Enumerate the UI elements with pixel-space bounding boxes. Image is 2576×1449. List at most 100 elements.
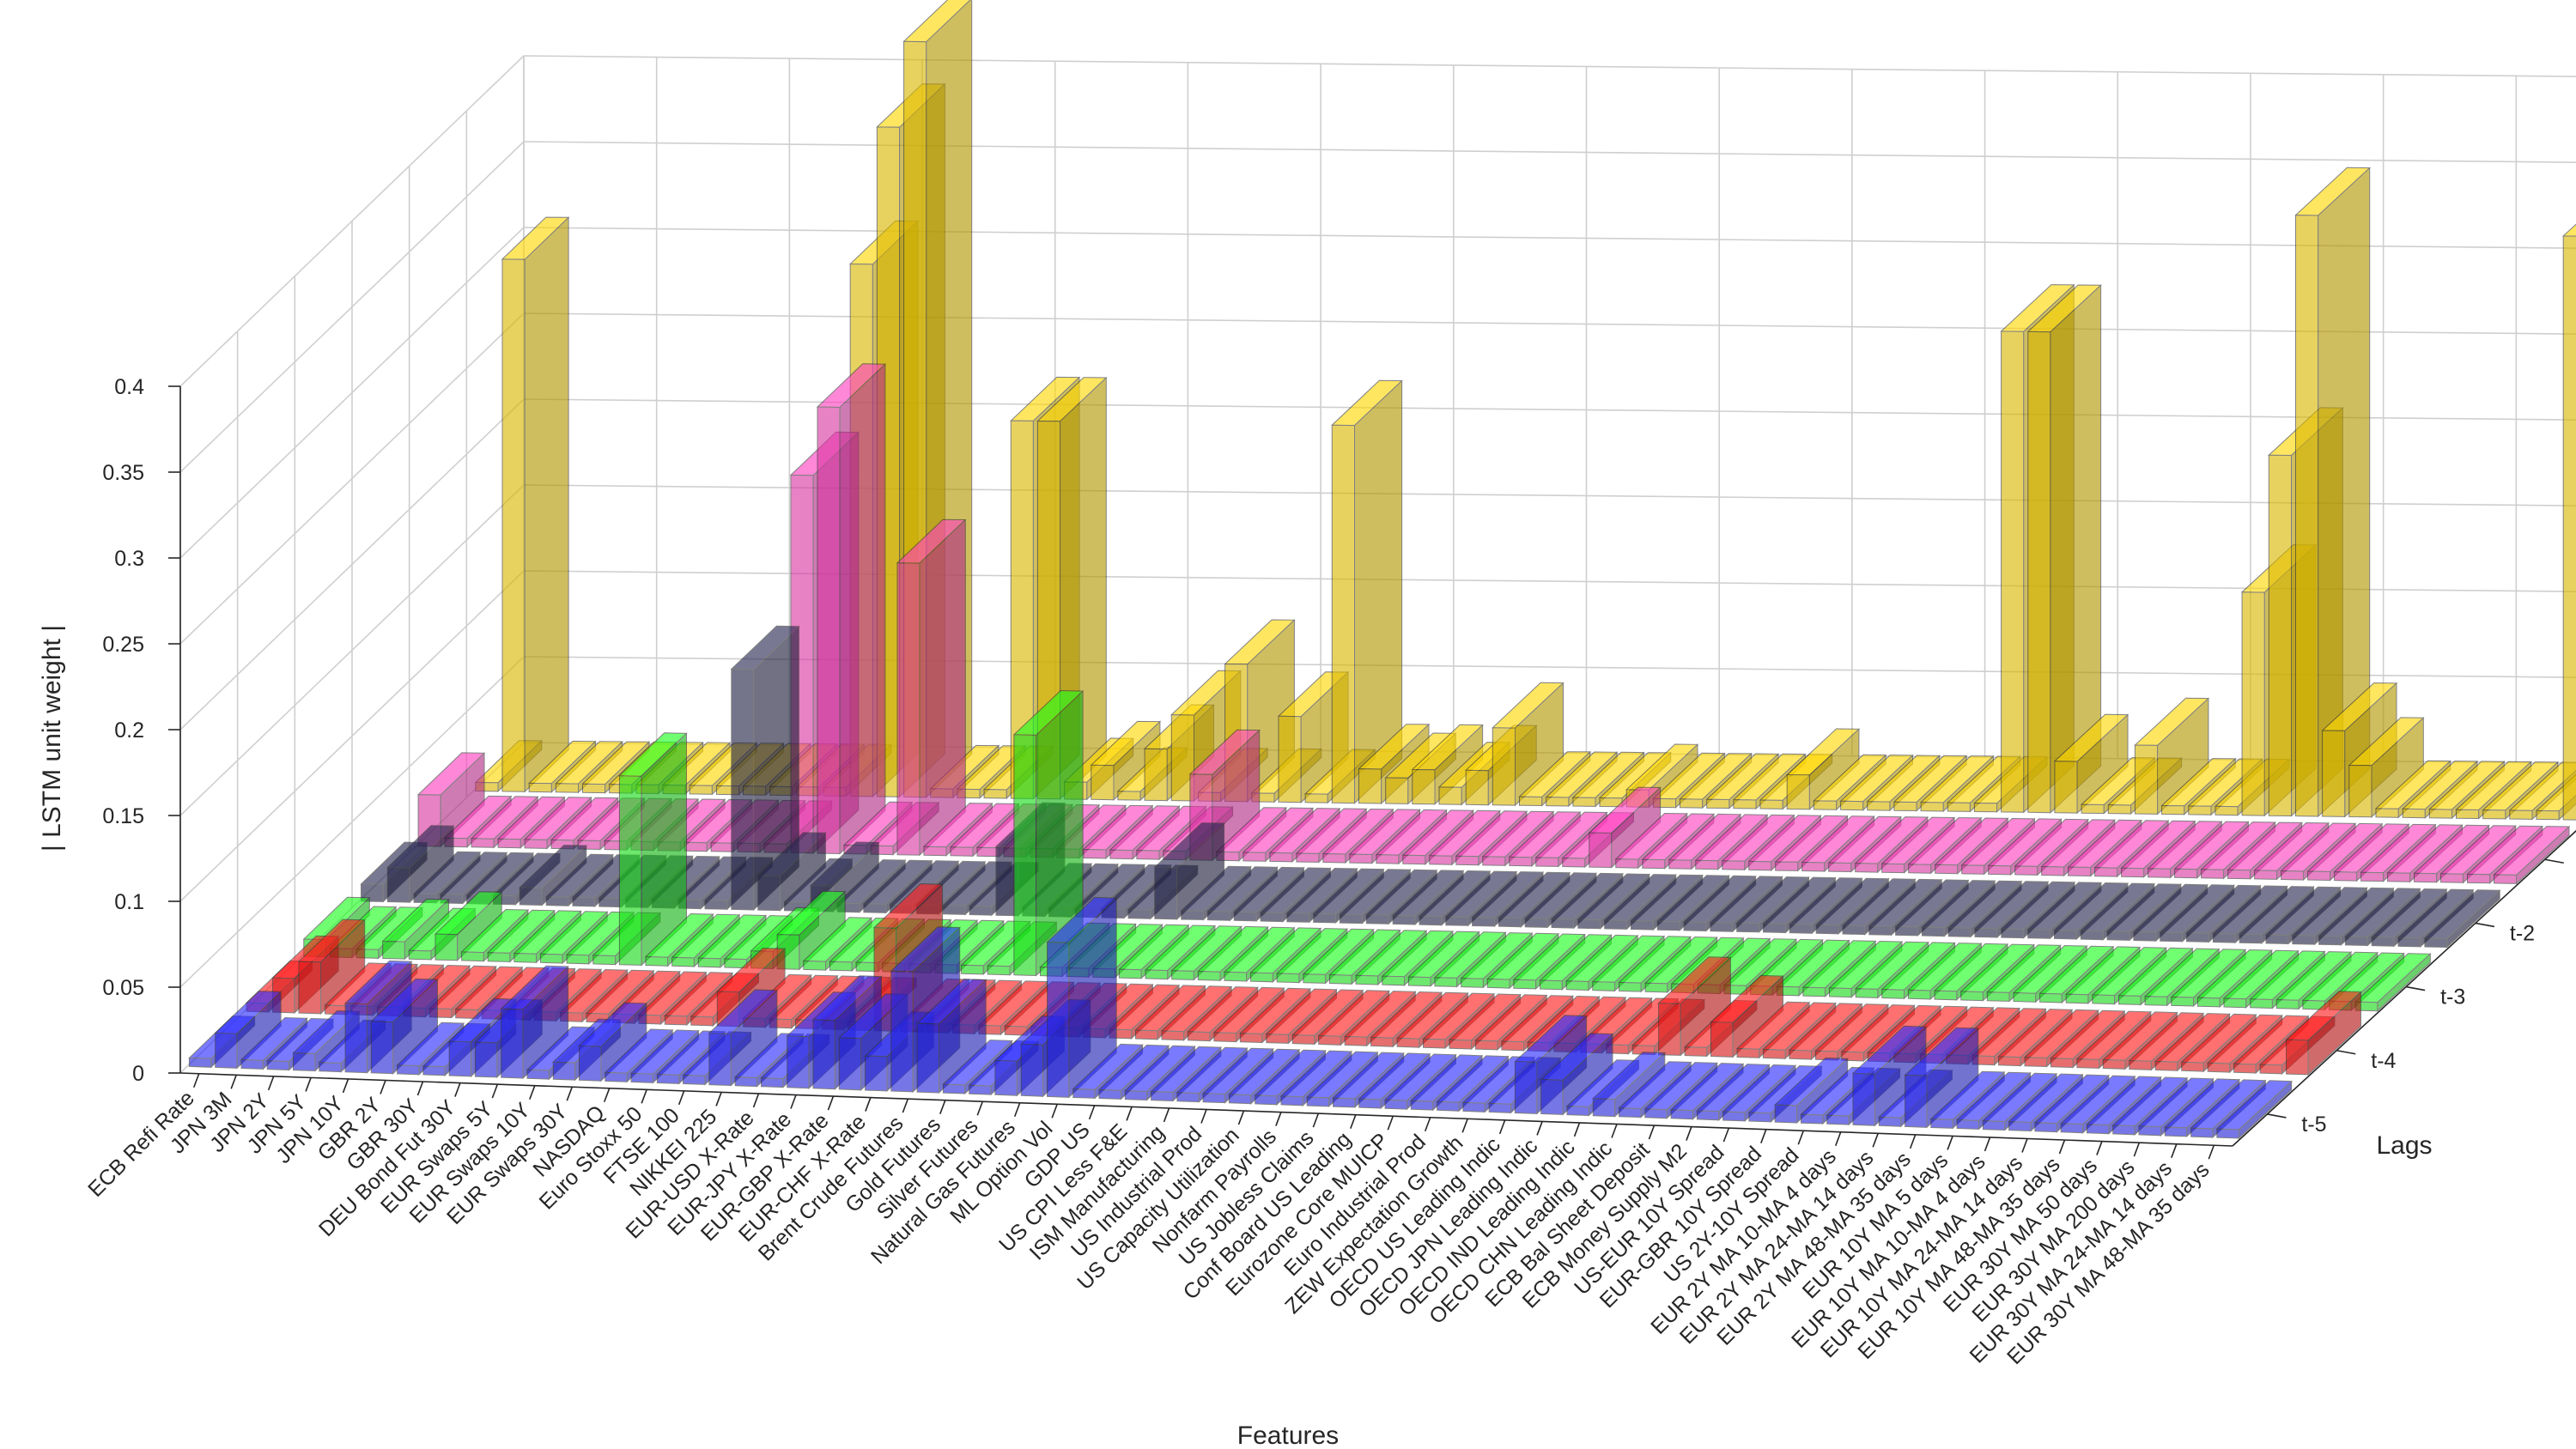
bar-front xyxy=(1437,1100,1460,1112)
bar xyxy=(816,363,887,855)
bar-front xyxy=(1488,1102,1512,1113)
bar-front xyxy=(863,903,887,913)
bar-front xyxy=(2509,809,2533,820)
bar-front xyxy=(1695,859,1719,870)
bar-front xyxy=(1920,802,1944,812)
bar xyxy=(297,919,366,1016)
feature-tick xyxy=(1984,1137,1991,1152)
z-tick-label: 0.25 xyxy=(102,633,144,657)
feature-tick xyxy=(305,1077,312,1092)
bar xyxy=(434,891,503,961)
bar-front xyxy=(1461,978,1484,988)
bar xyxy=(1540,1033,1614,1116)
bar-front xyxy=(1445,916,1469,926)
bar-front xyxy=(865,1055,888,1092)
z-tick-label: 0.05 xyxy=(102,976,144,1000)
bar-side xyxy=(2516,825,2570,885)
bar-front xyxy=(710,842,734,852)
feature-tick xyxy=(1461,1119,1468,1133)
bar xyxy=(1710,974,1784,1058)
bar-front xyxy=(1982,1120,2006,1131)
bar xyxy=(2561,223,2576,821)
bar-front xyxy=(572,896,596,907)
feature-tick xyxy=(1722,1127,1730,1143)
bar-front xyxy=(1855,863,1879,873)
bar-front xyxy=(344,1003,368,1074)
bar-front xyxy=(2322,730,2346,817)
bar-front xyxy=(1947,802,1971,812)
bar-front xyxy=(1535,857,1559,867)
bar-front xyxy=(2307,870,2331,882)
bar-front xyxy=(1562,857,1586,868)
bar-top xyxy=(2561,223,2576,237)
feature-tick xyxy=(939,1100,946,1114)
feature-tick xyxy=(1872,1133,1879,1148)
bar-front xyxy=(501,258,526,792)
bar-front xyxy=(2259,1064,2283,1075)
bar-front xyxy=(645,955,669,967)
bar-front xyxy=(942,1083,966,1094)
bar-front xyxy=(2250,998,2273,1009)
bar-front xyxy=(2265,934,2289,945)
bar-front xyxy=(1619,981,1642,992)
bar-front xyxy=(2039,992,2063,1003)
bar-front xyxy=(528,782,552,793)
bar-front xyxy=(582,783,606,794)
bar-front xyxy=(1419,915,1443,926)
bar xyxy=(2348,717,2425,818)
feature-tick xyxy=(2208,1144,2215,1160)
bar-front xyxy=(1881,988,1905,999)
bar-front xyxy=(552,1061,576,1081)
bar-front xyxy=(1513,979,1537,990)
feature-tick xyxy=(2058,1139,2066,1155)
bar-side xyxy=(2446,889,2500,949)
bar xyxy=(1012,689,1084,977)
bar-front xyxy=(1868,925,1893,936)
bar-front xyxy=(2160,931,2184,943)
bar-front xyxy=(1313,912,1337,924)
bar-front xyxy=(1855,988,1879,998)
bar-front xyxy=(1519,796,1543,807)
bar-front xyxy=(1748,860,1772,871)
bar xyxy=(2215,1080,2293,1140)
bar-front xyxy=(2375,808,2399,818)
bar-front xyxy=(704,900,728,910)
bar-front xyxy=(1269,852,1293,863)
bar-front xyxy=(2196,997,2221,1008)
bar-front xyxy=(697,957,721,968)
bar-front xyxy=(2171,996,2194,1007)
bar-front xyxy=(1540,979,1563,991)
bar-front xyxy=(2133,931,2157,942)
bar-front xyxy=(298,961,322,1015)
bar-front xyxy=(1947,927,1971,937)
bar xyxy=(915,979,987,1094)
bar-front xyxy=(1974,927,1998,938)
bar xyxy=(1046,896,1118,1099)
bar-front xyxy=(1840,800,1864,811)
bar-front xyxy=(1423,1038,1446,1049)
bar-front xyxy=(2275,999,2300,1009)
bar-front xyxy=(386,866,410,903)
bar-front xyxy=(1572,797,1596,807)
bar xyxy=(1090,720,1162,801)
bar-front xyxy=(1763,923,1786,934)
bar-front xyxy=(1592,1098,1616,1118)
bar-front xyxy=(1358,1098,1382,1109)
bar-front xyxy=(994,1059,1018,1096)
lag-tick-label: t-3 xyxy=(2440,985,2465,1009)
feature-tick xyxy=(827,1095,835,1111)
bar-front xyxy=(2065,993,2089,1004)
bar-front xyxy=(1291,1034,1315,1045)
bar-front xyxy=(1642,858,1666,870)
bar-front xyxy=(1462,1101,1485,1113)
bar-front xyxy=(2233,1063,2257,1074)
bar-front xyxy=(683,841,708,852)
bar xyxy=(2053,713,2129,815)
bar-front xyxy=(656,1073,680,1084)
bar-front xyxy=(2014,865,2038,876)
bar-front xyxy=(942,905,966,915)
lag-tick-label: t-2 xyxy=(2510,921,2535,945)
bar-front xyxy=(2041,865,2065,876)
bar-front xyxy=(1498,917,1522,928)
